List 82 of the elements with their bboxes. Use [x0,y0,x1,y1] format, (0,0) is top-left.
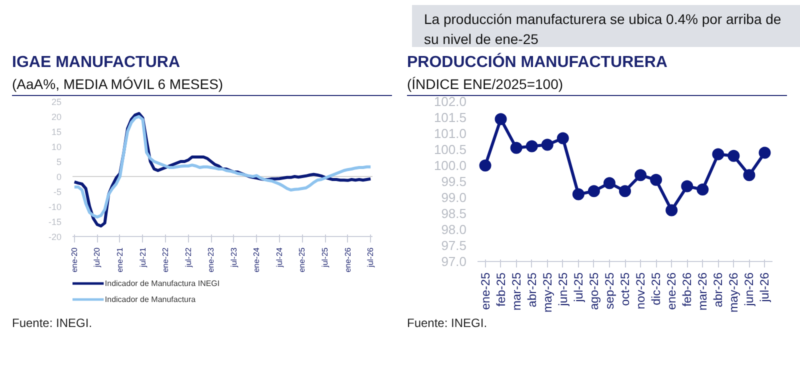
y-tick-label: 99.0 [441,190,467,205]
y-tick-label: 15 [51,127,62,137]
y-tick-label: 20 [51,112,62,122]
x-tick-label: abr-25 [524,272,539,308]
point [712,148,724,160]
point [479,160,492,172]
point [728,150,740,162]
x-tick-label: feb-26 [680,272,694,307]
x-tick-label: oct-25 [618,272,632,306]
x-tick-label: sep-25 [602,272,616,310]
y-tick-label: 99.5 [441,174,467,189]
x-tick-label: jun-25 [556,272,570,307]
point [526,140,538,152]
y-tick-label: 98.5 [441,206,467,221]
x-tick-label: ene-25 [298,246,307,272]
x-tick-label: dic-25 [649,272,664,306]
point [681,180,694,192]
x-tick-label: jul-21 [138,246,148,268]
point [510,142,522,154]
x-tick-label: jul-24 [274,246,284,268]
point [650,174,662,186]
y-tick-label: -10 [48,202,62,212]
point [541,138,554,151]
x-tick-label: abr-26 [711,272,726,308]
point [619,185,631,198]
point [572,188,584,200]
chart-title: IGAE MANUFACTURA [12,53,180,73]
y-tick-label: 100.5 [434,142,467,157]
x-tick-label: ene-26 [664,272,679,310]
x-tick-label: jul-23 [229,246,238,268]
x-tick-label: ago-25 [586,272,601,310]
x-tick-label: ene-20 [70,246,79,272]
y-tick-label: 97.5 [441,238,467,253]
x-tick-label: may-26 [726,272,741,313]
x-tick-label: ene-25 [478,272,492,310]
point [696,184,709,196]
chart-subtitle: (AaA%, MEDIA MÓVIL 6 MESES) [12,75,224,94]
chart-subtitle: (ÍNDICE ENE/2025=100) [407,75,564,94]
y-tick-label: -20 [48,232,62,242]
x-tick-label: feb-25 [494,272,508,307]
point [666,204,678,216]
x-tick-label: mar-26 [696,272,710,311]
x-tick-label: jul-25 [571,272,586,303]
point [603,177,616,190]
y-tick-label: 98.0 [441,222,467,237]
point [494,113,507,126]
y-tick-label: 101.5 [434,110,467,125]
point [556,132,569,144]
point [758,146,771,159]
x-tick-label: jun-26 [742,272,756,307]
legend-label: Indicador de Manufactura INEGI [104,279,220,288]
x-tick-label: ene-22 [161,246,170,272]
source-note: Fuente: INEGI. [407,315,488,332]
x-tick-label: jul-20 [92,246,102,268]
x-tick-label: jul-26 [366,246,376,268]
x-tick-label: mar-25 [509,272,524,311]
x-tick-label: jul-26 [758,272,772,303]
x-tick-label: may-25 [540,272,554,313]
y-tick-label: -5 [54,187,62,197]
point [588,185,600,198]
y-tick-label: 102.0 [434,94,467,109]
x-tick-label: ene-24 [252,246,262,272]
point [634,169,647,182]
y-tick-label: -15 [48,217,62,227]
y-tick-label: 0 [56,172,62,182]
y-tick-label: 101.0 [434,126,467,141]
y-tick-label: 100.0 [434,158,467,173]
y-tick-label: 5 [56,157,62,167]
point [743,169,756,182]
x-tick-label: jul-25 [320,246,330,268]
x-tick-label: nov-25 [634,272,648,310]
legend-label: Indicador de Manufactura [104,295,196,304]
y-tick-label: 97.0 [441,254,467,269]
x-tick-label: ene-23 [206,246,216,272]
x-tick-label: ene-21 [115,246,124,272]
x-tick-label: jul-22 [184,246,193,268]
y-tick-label: 10 [51,142,62,152]
x-tick-label: ene-26 [343,246,352,272]
text: La producción manufacturera se ubica 0.4% por arriba de su nivel de ene-25 [424,10,782,49]
source-note: Fuente: INEGI. [12,315,92,332]
y-tick-label: 25 [51,97,62,107]
chart-title: PRODUCCIÓN MANUFACTURERA [407,52,668,73]
